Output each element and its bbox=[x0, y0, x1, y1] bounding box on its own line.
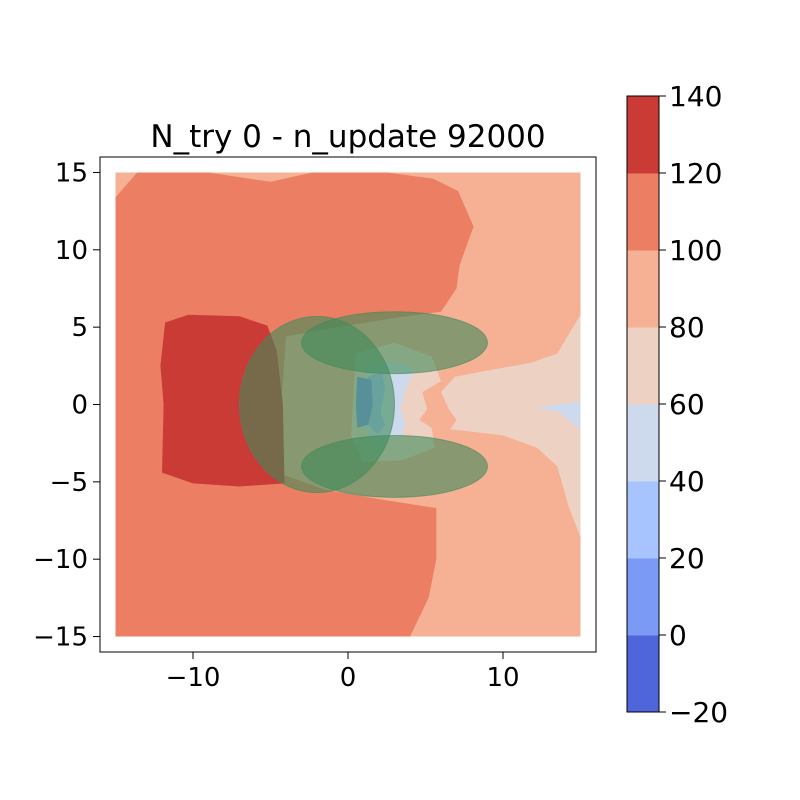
colorbar: −20 0 20 40 60 80 100 120 140 bbox=[626, 80, 728, 729]
overlay-ellipse-2 bbox=[301, 311, 488, 375]
colorbar-tick-label: 60 bbox=[669, 388, 705, 421]
x-tick-label: −10 bbox=[166, 663, 221, 693]
colorbar-segment-20-to-40 bbox=[627, 481, 659, 559]
chart-title: N_try 0 - n_update 92000 bbox=[150, 119, 545, 155]
plot-area bbox=[115, 172, 581, 637]
y-tick-label: 0 bbox=[71, 391, 88, 421]
colorbar-segment-40-to-60 bbox=[627, 404, 659, 482]
colorbar-tick-label: 80 bbox=[669, 311, 705, 344]
y-tick-label: −10 bbox=[33, 545, 88, 575]
colorbar-segment-0-to-20 bbox=[627, 558, 659, 636]
colorbar-segment-100-to-120 bbox=[627, 173, 659, 251]
colorbar-tick-label: 20 bbox=[669, 542, 705, 575]
colorbar-segment-120-to-140 bbox=[627, 96, 659, 174]
y-tick-label: 10 bbox=[55, 236, 88, 266]
colorbar-segment--20-to-0 bbox=[627, 635, 659, 713]
contour-region-100-to-120-1 bbox=[115, 172, 474, 637]
y-axis: 15 10 5 0 −5 −10 −15 bbox=[33, 158, 100, 653]
colorbar-tick-label: 120 bbox=[669, 157, 722, 190]
overlay-ellipse-3 bbox=[301, 434, 488, 498]
y-tick-label: 5 bbox=[71, 313, 88, 343]
colorbar-segment-80-to-100 bbox=[627, 250, 659, 328]
contour-region-40-to-60-4 bbox=[537, 401, 581, 430]
y-tick-label: −5 bbox=[50, 468, 88, 498]
colorbar-tick-label: 100 bbox=[669, 234, 722, 267]
colorbar-segment-60-to-80 bbox=[627, 327, 659, 405]
colorbar-tick-label: 40 bbox=[669, 465, 705, 498]
contour-region-60-to-80-3 bbox=[441, 314, 581, 538]
colorbar-tick-label: 0 bbox=[669, 619, 687, 652]
y-tick-label: 15 bbox=[55, 158, 88, 188]
colorbar-tick-label: 140 bbox=[669, 80, 722, 113]
y-tick-label: −15 bbox=[33, 623, 88, 653]
x-axis: −10 0 10 bbox=[166, 652, 520, 693]
colorbar-tick-label: −20 bbox=[669, 696, 728, 729]
x-tick-label: 0 bbox=[340, 663, 357, 693]
x-tick-label: 10 bbox=[486, 663, 519, 693]
